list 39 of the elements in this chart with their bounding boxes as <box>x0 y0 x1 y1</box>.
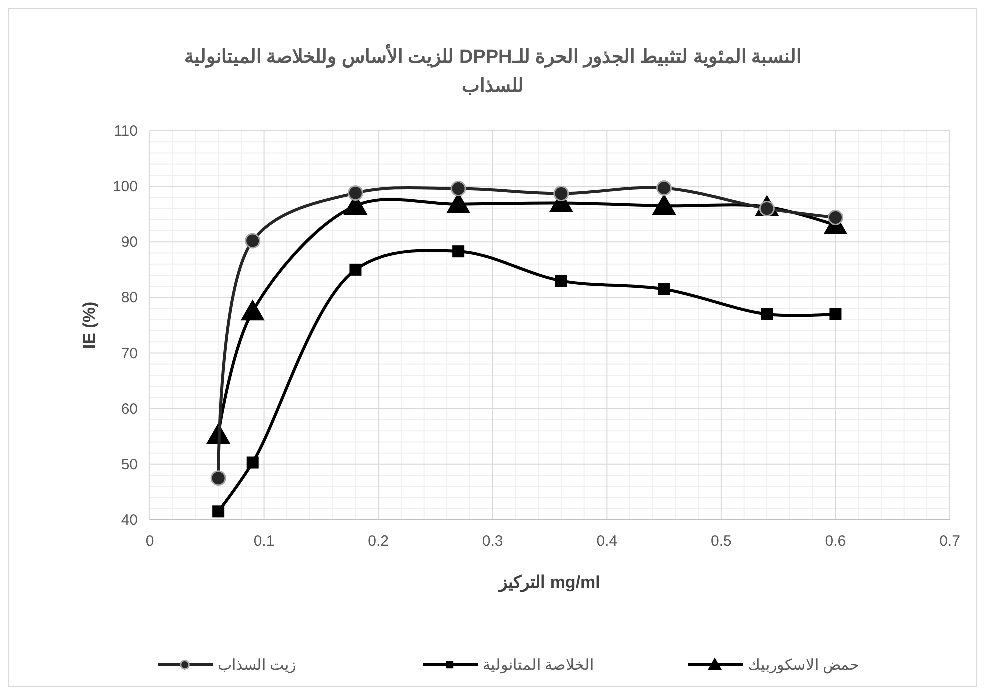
y-tick-label: 60 <box>121 400 138 418</box>
legend-label: زيت السذاب <box>218 657 296 674</box>
point <box>830 308 842 320</box>
point <box>555 275 568 288</box>
point <box>212 506 225 518</box>
y-tick-label: 110 <box>114 123 138 140</box>
point <box>348 185 364 201</box>
point <box>656 180 672 196</box>
point <box>210 470 226 486</box>
point <box>658 283 670 296</box>
point <box>245 233 261 249</box>
point <box>554 186 570 202</box>
y-axis-title: IE (%) <box>80 302 99 350</box>
point <box>450 181 466 197</box>
y-tick-label: 80 <box>121 290 138 307</box>
point <box>761 308 774 320</box>
point <box>246 456 259 469</box>
y-tick-label: 50 <box>121 456 138 474</box>
point <box>240 300 265 321</box>
x-tick-label: 0.4 <box>596 533 618 550</box>
x-tick-label: 0.6 <box>825 533 846 550</box>
x-tick-label: 0.5 <box>711 533 732 550</box>
x-tick-label: 0.3 <box>482 533 504 550</box>
y-tick-label: 90 <box>121 234 138 252</box>
point <box>828 210 844 226</box>
y-tick-label: 70 <box>121 345 138 362</box>
point <box>350 264 362 276</box>
x-tick-label: 0.1 <box>254 533 275 550</box>
x-axis-title: التركيز mg/ml <box>498 573 600 593</box>
point <box>652 194 676 216</box>
chart-title: النسبة المئوية لتثبيط الجذور الحرة للـDPPH للزيت الأساس وللخلاصة الميتانولية للسذاب <box>184 44 802 97</box>
legend-label: حمض الاسكوربيك <box>748 657 860 674</box>
x-tick-label: 0.2 <box>368 533 389 550</box>
x-tick-label: 0 <box>146 533 154 550</box>
y-tick-label: 40 <box>121 512 138 529</box>
point <box>452 246 465 258</box>
x-tick-label: 0.7 <box>940 533 960 550</box>
legend-label: الخلاصة المتانولية <box>483 657 594 674</box>
y-tick-label: 100 <box>112 178 138 196</box>
